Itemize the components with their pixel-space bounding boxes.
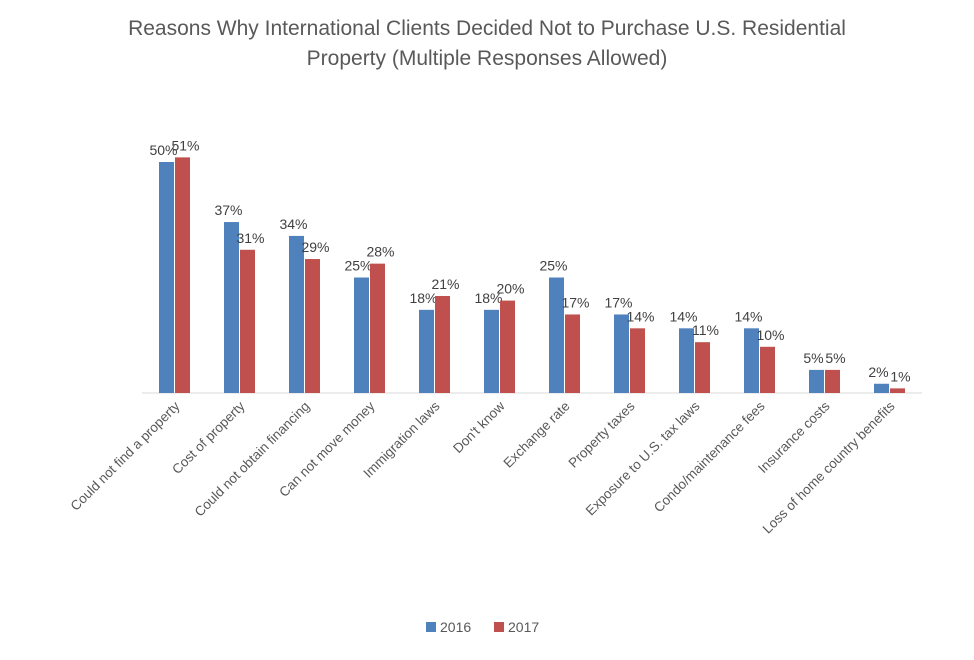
category-label-9: Condo/maintenance fees bbox=[651, 398, 768, 515]
data-label-2016-9: 14% bbox=[734, 308, 762, 324]
bar-2017-8 bbox=[695, 342, 710, 393]
legend-swatch-2016 bbox=[426, 622, 436, 632]
data-label-2017-10: 5% bbox=[825, 350, 845, 366]
data-label-2016-7: 17% bbox=[604, 294, 632, 310]
category-label-5: Don't know bbox=[450, 398, 508, 456]
bar-2017-4 bbox=[435, 295, 450, 393]
bar-2016-8 bbox=[679, 328, 694, 393]
data-label-2016-5: 18% bbox=[474, 290, 502, 306]
bar-2017-2 bbox=[305, 259, 320, 393]
legend-swatch-2017 bbox=[494, 622, 504, 632]
data-label-2017-5: 20% bbox=[496, 281, 524, 297]
bar-2017-6 bbox=[565, 314, 580, 393]
category-label-11: Loss of home country benefits bbox=[760, 398, 898, 536]
category-label-6: Exchange rate bbox=[500, 399, 572, 471]
data-label-2016-11: 2% bbox=[868, 364, 888, 380]
category-label-2: Could not obtain financing bbox=[192, 399, 313, 520]
data-label-2017-11: 1% bbox=[890, 368, 910, 384]
bar-2017-11 bbox=[890, 388, 905, 393]
bar-2017-10 bbox=[825, 369, 840, 393]
bar-2016-10 bbox=[809, 369, 824, 393]
bar-2017-5 bbox=[500, 300, 515, 393]
category-label-7: Property taxes bbox=[565, 398, 637, 470]
data-label-2016-6: 25% bbox=[539, 258, 567, 274]
legend-label-2017: 2017 bbox=[508, 619, 539, 635]
data-label-2017-2: 29% bbox=[301, 239, 329, 255]
data-label-2016-3: 25% bbox=[344, 258, 372, 274]
bar-2016-3 bbox=[354, 277, 369, 393]
bar-2016-6 bbox=[549, 277, 564, 393]
data-label-2017-6: 17% bbox=[561, 294, 589, 310]
bar-2017-7 bbox=[630, 328, 645, 393]
chart-title: Reasons Why International Clients Decide… bbox=[0, 14, 974, 74]
category-label-8: Exposure to U.S. tax laws bbox=[583, 398, 703, 518]
data-label-2017-7: 14% bbox=[626, 308, 654, 324]
bar-2017-9 bbox=[760, 346, 775, 393]
bar-2016-9 bbox=[744, 328, 759, 393]
data-label-2017-1: 31% bbox=[236, 230, 264, 246]
data-label-2016-1: 37% bbox=[214, 202, 242, 218]
bar-2016-7 bbox=[614, 314, 629, 393]
bar-2016-11 bbox=[874, 383, 889, 393]
data-label-2017-8: 11% bbox=[692, 322, 719, 338]
category-label-0: Could not find a property bbox=[67, 398, 182, 513]
bar-2016-5 bbox=[484, 309, 499, 393]
data-label-2016-4: 18% bbox=[409, 290, 437, 306]
data-label-2016-8: 14% bbox=[669, 308, 697, 324]
chart-title-line-2: Property (Multiple Responses Allowed) bbox=[306, 47, 668, 70]
bar-2016-0 bbox=[159, 162, 174, 393]
data-label-2017-4: 21% bbox=[431, 276, 459, 292]
bar-2016-4 bbox=[419, 309, 434, 393]
bar-2016-1 bbox=[224, 222, 239, 393]
data-label-2017-3: 28% bbox=[366, 244, 394, 260]
data-label-2016-2: 34% bbox=[279, 216, 307, 232]
bar-2017-0 bbox=[175, 157, 190, 393]
legend-label-2016: 2016 bbox=[440, 619, 471, 635]
data-label-2017-9: 10% bbox=[756, 327, 784, 343]
data-label-2016-10: 5% bbox=[803, 350, 823, 366]
data-label-2016-0: 50% bbox=[149, 142, 177, 158]
data-label-2017-0: 51% bbox=[171, 137, 199, 153]
bar-2017-3 bbox=[370, 263, 385, 393]
bar-2016-2 bbox=[289, 235, 304, 393]
bar-2017-1 bbox=[240, 249, 255, 393]
chart-title-line-1: Reasons Why International Clients Decide… bbox=[128, 17, 846, 40]
